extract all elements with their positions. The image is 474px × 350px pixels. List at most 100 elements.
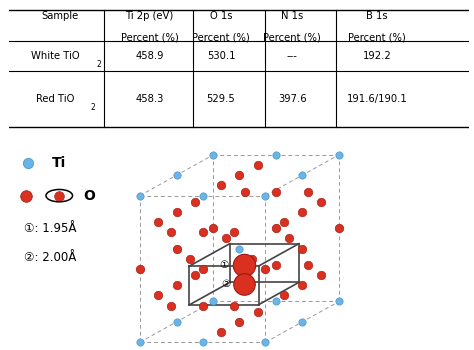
Point	[230, 230, 238, 235]
Point	[236, 319, 243, 325]
Point	[272, 152, 280, 158]
Point	[22, 193, 30, 198]
Point	[136, 266, 144, 272]
Text: ②: ②	[221, 279, 231, 289]
Point	[191, 272, 199, 278]
Point	[272, 189, 280, 194]
Point	[272, 225, 280, 231]
Text: 2: 2	[97, 60, 101, 69]
Point	[155, 219, 162, 225]
Point	[240, 262, 248, 267]
Point	[173, 246, 180, 251]
Point	[173, 282, 180, 288]
Point	[199, 230, 206, 235]
Text: 458.9: 458.9	[136, 51, 164, 61]
Point	[167, 303, 175, 308]
Point	[280, 293, 288, 298]
Point	[335, 225, 343, 231]
Point	[210, 225, 217, 231]
Point	[254, 162, 262, 168]
Point	[136, 266, 144, 272]
Point	[199, 303, 206, 308]
Text: White TiO: White TiO	[31, 51, 80, 61]
Point	[240, 281, 248, 287]
Text: 191.6/190.1: 191.6/190.1	[347, 94, 408, 104]
Text: Percent (%): Percent (%)	[264, 33, 321, 43]
Point	[236, 246, 243, 251]
Text: Percent (%): Percent (%)	[121, 33, 179, 43]
Point	[262, 266, 269, 272]
Text: Ti: Ti	[52, 155, 66, 170]
Point	[248, 256, 256, 261]
Text: 192.2: 192.2	[363, 51, 392, 61]
Point	[210, 299, 217, 304]
Point	[210, 225, 217, 231]
Point	[199, 266, 206, 272]
Text: ①: 1.95Å: ①: 1.95Å	[24, 222, 76, 235]
Point	[236, 319, 243, 325]
Point	[173, 173, 180, 178]
Point	[173, 319, 180, 325]
Point	[173, 246, 180, 251]
Text: B 1s: B 1s	[366, 11, 388, 21]
Point	[299, 246, 306, 251]
Text: O: O	[83, 189, 95, 203]
Point	[299, 282, 306, 288]
Point	[335, 152, 343, 158]
Point	[25, 160, 32, 166]
Text: Percent (%): Percent (%)	[192, 33, 250, 43]
Point	[236, 173, 243, 178]
Text: 530.1: 530.1	[207, 51, 235, 61]
Text: 458.3: 458.3	[136, 94, 164, 104]
Point	[217, 329, 225, 335]
Text: ①: ①	[219, 260, 229, 270]
Point	[285, 236, 293, 241]
Text: Ti 2p (eV): Ti 2p (eV)	[126, 11, 174, 21]
Point	[210, 152, 217, 158]
Point	[155, 293, 162, 298]
Point	[186, 256, 193, 261]
Point	[230, 303, 238, 308]
Text: Sample: Sample	[41, 11, 79, 21]
Point	[136, 340, 144, 345]
Point	[299, 209, 306, 215]
Point	[299, 246, 306, 251]
Point	[317, 199, 324, 204]
Point	[236, 173, 243, 178]
Point	[299, 319, 306, 325]
Point	[254, 309, 262, 315]
Point	[304, 189, 311, 194]
Point	[272, 225, 280, 231]
Point	[262, 193, 269, 198]
Point	[272, 299, 280, 304]
Text: Red TiO: Red TiO	[36, 94, 74, 104]
Text: 397.6: 397.6	[278, 94, 307, 104]
Text: 2: 2	[91, 103, 96, 112]
Text: 529.5: 529.5	[207, 94, 236, 104]
Point	[222, 236, 230, 241]
Point	[199, 340, 206, 345]
Point	[335, 225, 343, 231]
Point	[280, 219, 288, 225]
Text: O 1s: O 1s	[210, 11, 232, 21]
Point	[136, 193, 144, 198]
Point	[173, 209, 180, 215]
Point	[335, 299, 343, 304]
Point	[199, 193, 206, 198]
Point	[55, 193, 63, 198]
Point	[217, 183, 225, 188]
Point	[199, 266, 206, 272]
Point	[272, 262, 280, 268]
Point	[167, 230, 175, 235]
Point	[317, 272, 324, 278]
Point	[191, 199, 199, 204]
Point	[304, 262, 311, 268]
Text: ②: 2.00Å: ②: 2.00Å	[24, 251, 76, 264]
Text: ---: ---	[287, 51, 298, 61]
Point	[262, 340, 269, 345]
Point	[299, 173, 306, 178]
Point	[262, 266, 269, 272]
Point	[241, 262, 248, 268]
Text: N 1s: N 1s	[281, 11, 303, 21]
Point	[241, 189, 248, 194]
